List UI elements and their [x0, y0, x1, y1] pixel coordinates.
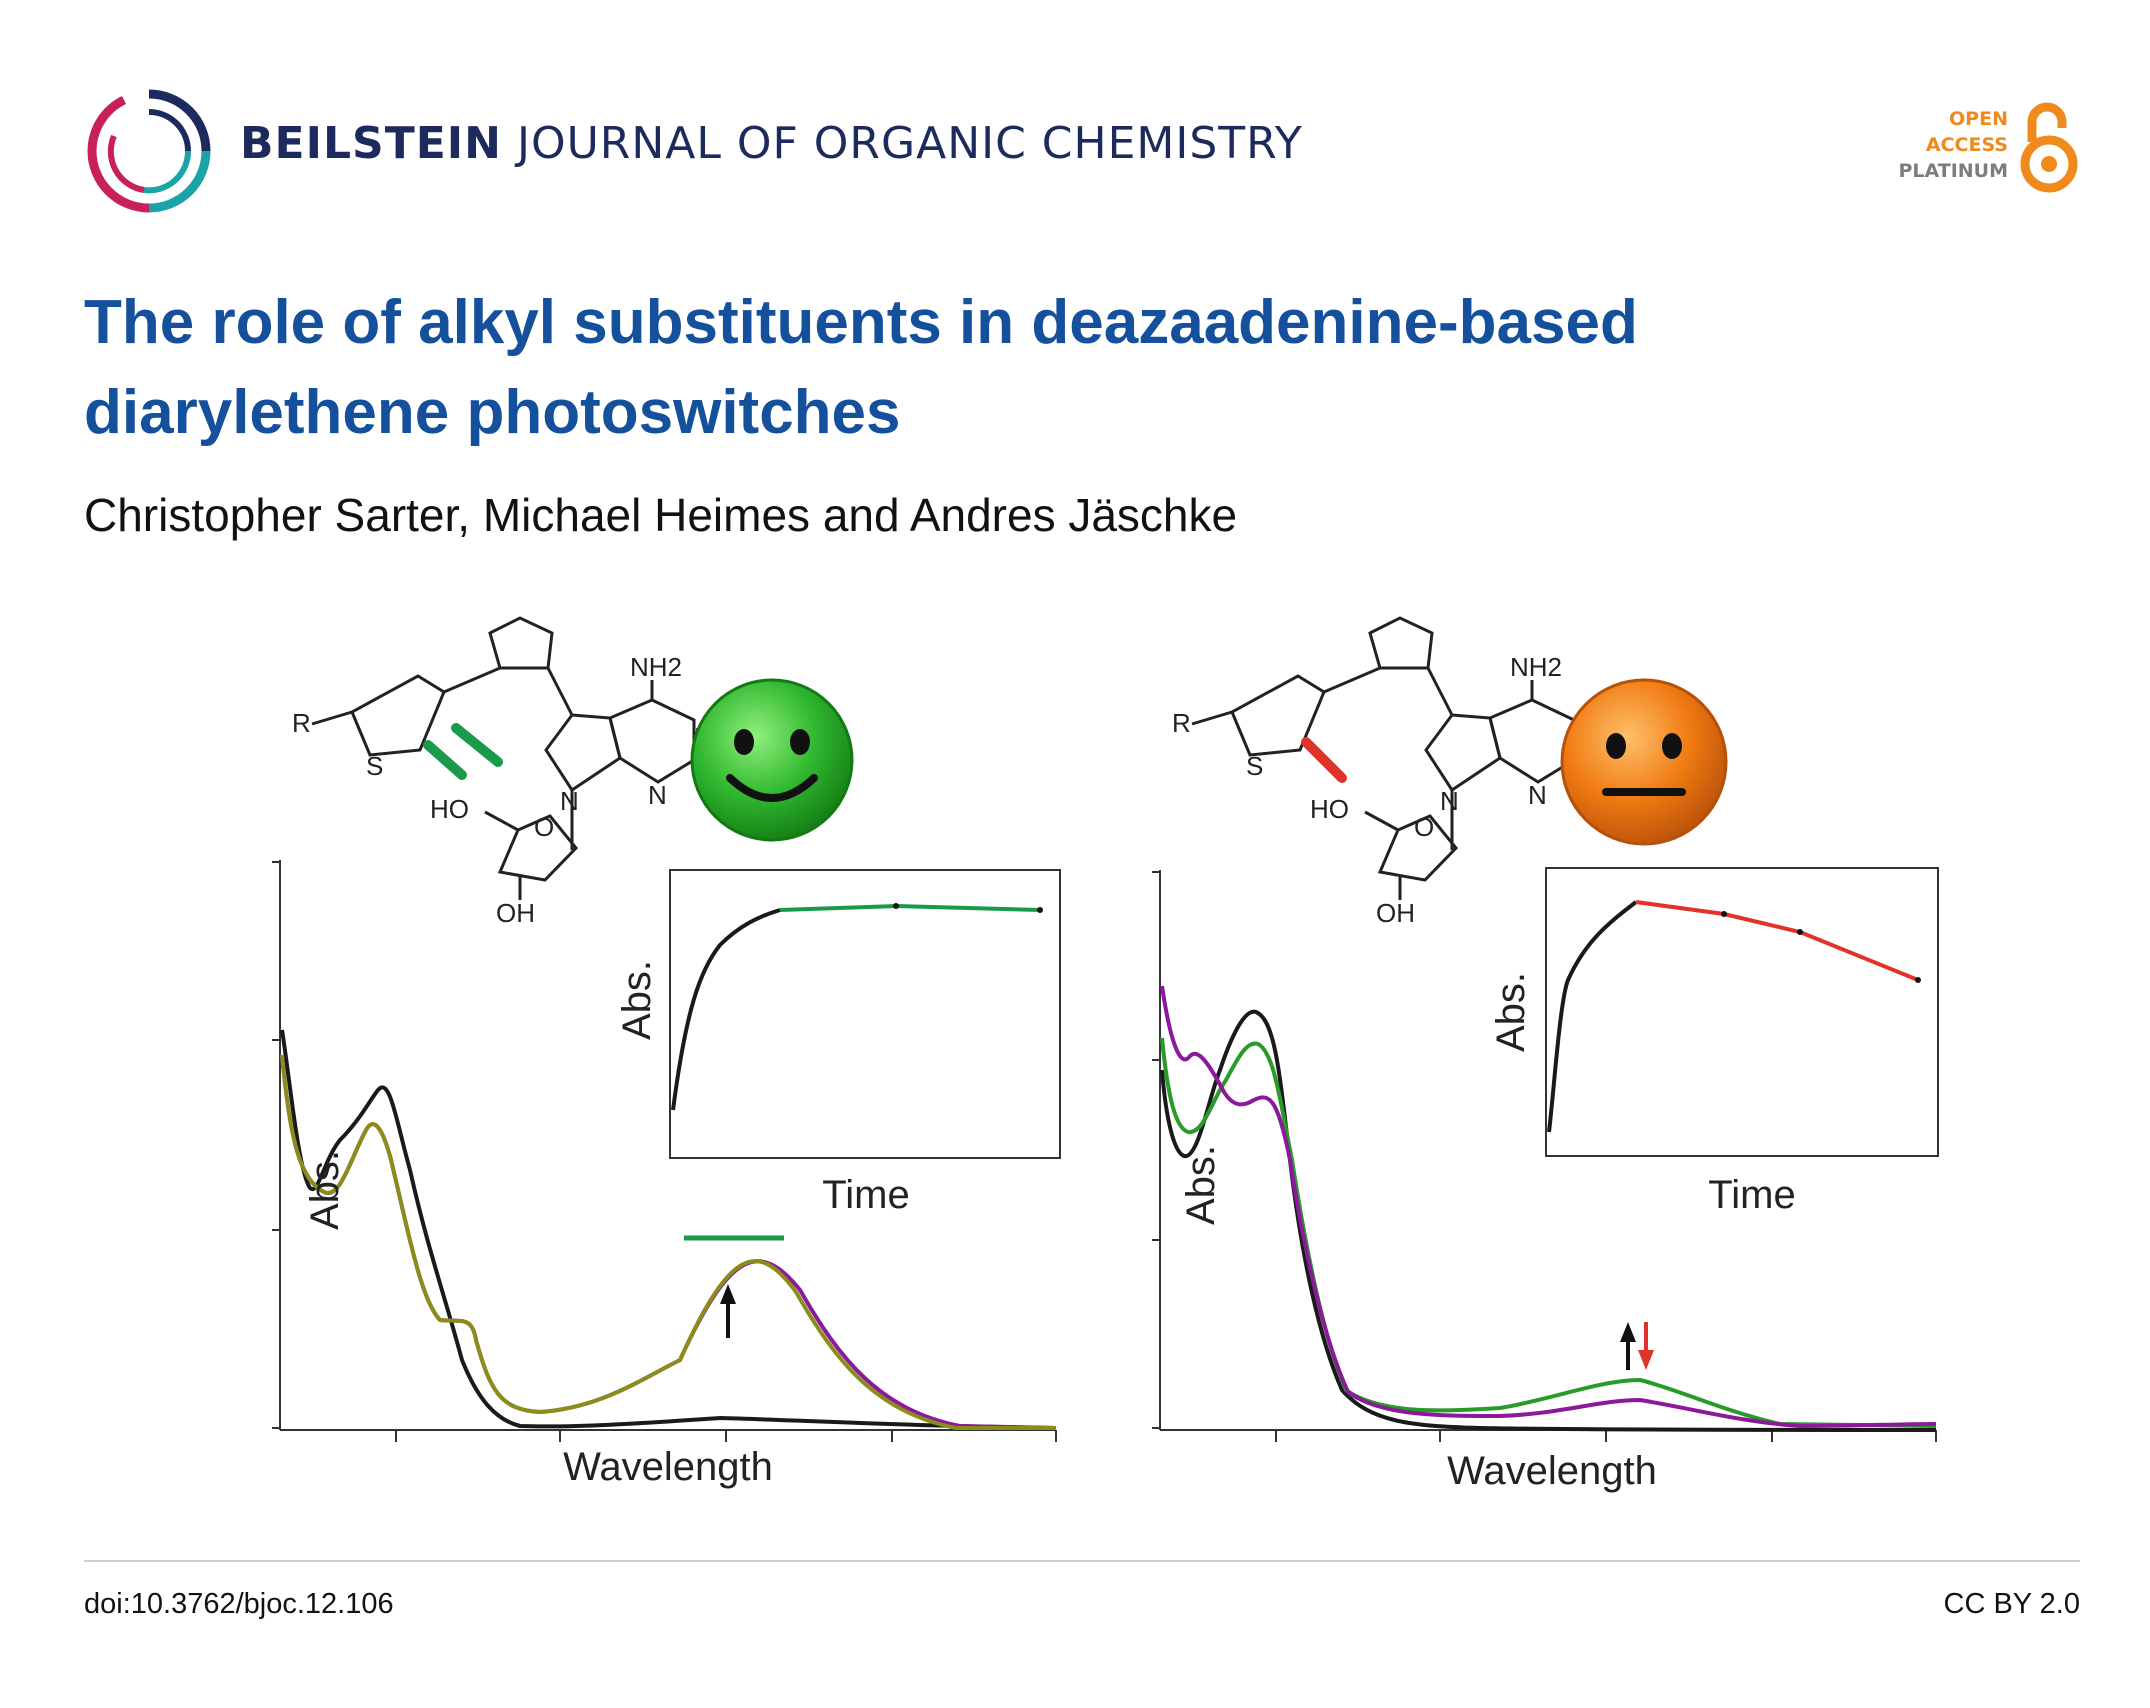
right-label-oh: OH	[1376, 898, 1415, 928]
neutral-face-icon	[1560, 678, 1728, 846]
right-label-n-mid: N	[1528, 780, 1547, 810]
right-label-r: R	[1172, 708, 1191, 738]
left-photoswitch-bonds	[423, 723, 503, 780]
left-spectrum-curves	[280, 1029, 1057, 1430]
left-label-n-mid: N	[648, 780, 667, 810]
footer-license[interactable]: CC BY 2.0	[1943, 1588, 2080, 1620]
oa-line-access: ACCESS	[1925, 134, 2008, 156]
graphical-abstract: R S NH2 N N N HO O OH	[272, 616, 1939, 1493]
right-pyrrole-ring	[1424, 713, 1502, 793]
left-pyrrole-ring	[544, 713, 622, 793]
paper-title-line-2: diarylethene photoswitches	[84, 378, 901, 447]
right-up-arrow-icon	[1620, 1322, 1636, 1370]
right-down-arrow-icon	[1638, 1322, 1654, 1370]
right-label-nh2: NH2	[1510, 652, 1562, 682]
right-inset-decay-curve	[1635, 900, 1919, 982]
left-up-arrow-icon	[720, 1284, 736, 1338]
left-label-oh: OH	[496, 898, 535, 928]
right-inset-rise-curve	[1547, 900, 1638, 1133]
right-spectrum-curves	[1160, 985, 1937, 1432]
left-reactive-bond-1	[423, 740, 467, 780]
left-inset-y-axis-label: Abs.	[615, 960, 659, 1040]
right-label-o: O	[1414, 812, 1434, 842]
paper-title: The role of alkyl substituents in deazaa…	[84, 278, 2044, 458]
right-cyclopentene-ring	[1368, 616, 1434, 670]
oa-line-open: OPEN	[1949, 108, 2008, 130]
right-inset-plot	[1545, 867, 1939, 1157]
left-bond-to-thiophene	[443, 666, 501, 694]
right-panel: R S NH2 N N N HO O OH	[1152, 616, 1939, 1493]
right-label-n-glyco: N	[1440, 786, 1459, 816]
left-spectrum-axes	[272, 860, 1057, 1442]
left-curve-pss-olive	[280, 1054, 1056, 1430]
right-reactive-bond	[1301, 737, 1347, 783]
left-y-axis-label: Abs.	[303, 1150, 347, 1230]
left-ribose-ring	[497, 814, 579, 882]
right-ribose-ring	[1377, 814, 1459, 882]
paper-title-line-1: The role of alkyl substituents in deazaa…	[84, 288, 1638, 357]
left-pyrimidine-ring	[608, 698, 696, 784]
left-x-axis-label: Wavelength	[563, 1445, 773, 1489]
left-thiophene-ring	[350, 674, 446, 757]
paper-authors: Christopher Sarter, Michael Heimes and A…	[84, 489, 1238, 541]
left-label-r: R	[292, 708, 311, 738]
journal-logo-icon	[87, 89, 211, 213]
happy-face-icon	[690, 678, 854, 842]
left-reactive-bond-2	[451, 723, 503, 767]
left-inset-plot	[669, 869, 1061, 1159]
open-lock-icon	[2020, 102, 2078, 193]
left-molecule-structure	[311, 616, 696, 900]
left-inset-x-axis-label: Time	[822, 1173, 909, 1217]
left-label-o: O	[534, 812, 554, 842]
right-x-axis-label: Wavelength	[1447, 1449, 1657, 1493]
left-label-nh2: NH2	[630, 652, 682, 682]
left-cyclopentene-ring	[488, 616, 554, 670]
right-inset-x-axis-label: Time	[1708, 1173, 1795, 1217]
footer-doi[interactable]: doi:10.3762/bjoc.12.106	[84, 1588, 394, 1620]
journal-name: BEILSTEIN JOURNAL OF ORGANIC CHEMISTRY	[240, 118, 1303, 169]
left-label-ho: HO	[430, 794, 469, 824]
left-panel: R S NH2 N N N HO O OH	[272, 616, 1061, 1489]
oa-line-platinum: PLATINUM	[1898, 160, 2008, 182]
open-access-badge: OPEN ACCESS PLATINUM	[1880, 98, 2080, 198]
footer-divider	[84, 1560, 2080, 1562]
left-inset-rise-curve	[671, 908, 781, 1111]
left-curve-open-form	[280, 1029, 1057, 1430]
journal-name-bold: BEILSTEIN	[240, 118, 502, 169]
right-label-ho: HO	[1310, 794, 1349, 824]
right-curve-pss-purple	[1160, 985, 1937, 1429]
left-label-s: S	[366, 751, 383, 781]
right-label-s: S	[1246, 751, 1263, 781]
right-y-axis-label: Abs.	[1179, 1145, 1223, 1225]
left-label-n-glyco: N	[560, 786, 579, 816]
journal-name-rest: JOURNAL OF ORGANIC CHEMISTRY	[516, 118, 1303, 169]
right-inset-y-axis-label: Abs.	[1489, 972, 1533, 1052]
left-bond-to-pyrrole	[546, 667, 574, 716]
